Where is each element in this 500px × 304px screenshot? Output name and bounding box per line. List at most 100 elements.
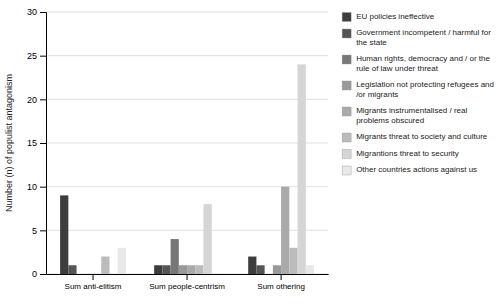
bar-series: [101, 248, 297, 274]
grid-line: [46, 55, 328, 56]
bar: [118, 248, 126, 274]
legend-swatch: [342, 133, 351, 142]
bar: [306, 265, 314, 274]
chart-container: EU policies ineffective Government incomp…: [0, 0, 500, 304]
bar: [256, 265, 264, 274]
y-tick-label: 10: [27, 182, 37, 192]
y-tick-label: 20: [27, 95, 37, 105]
legend-item: EU policies ineffective: [342, 12, 435, 22]
x-tick-label: Sum othering: [257, 282, 305, 291]
bar: [60, 195, 68, 274]
legend-item: Migrants instrumentalised / realproblems…: [342, 106, 467, 125]
y-tick: 5: [32, 226, 46, 236]
grid-line: [46, 143, 328, 144]
x-tick-mark: [187, 274, 188, 280]
bar: [77, 274, 85, 275]
y-tick-mark: [40, 143, 46, 144]
bar: [281, 187, 289, 274]
legend-swatch: [342, 107, 351, 116]
legend-item: Migrantions threat to security: [342, 149, 459, 159]
y-tick: 15: [27, 138, 46, 148]
bar-series: [68, 265, 264, 274]
grid-line: [46, 12, 328, 13]
y-tick: 20: [27, 95, 46, 105]
y-tick-mark: [40, 12, 46, 13]
legend-label: Human rights, democracy and / or therule…: [356, 54, 490, 73]
y-tick-label: 5: [32, 226, 37, 236]
x-tick: Sum othering: [257, 274, 305, 291]
y-tick-mark: [40, 230, 46, 231]
y-tick-mark: [40, 274, 46, 275]
bar: [298, 64, 306, 274]
bar: [101, 257, 109, 274]
legend-swatch: [342, 81, 351, 90]
bar: [195, 265, 203, 274]
legend-label: Migrants threat to society and culture: [356, 132, 488, 141]
bar-series: [118, 248, 314, 274]
chart-svg: EU policies ineffective Government incomp…: [0, 0, 500, 304]
x-tick-mark: [93, 274, 94, 280]
legend-swatch: [342, 166, 351, 175]
bar: [248, 257, 256, 274]
y-tick: 30: [27, 7, 46, 17]
legend-label: EU policies ineffective: [356, 12, 435, 21]
grid-line: [46, 99, 328, 100]
bar: [204, 204, 212, 274]
y-axis-line: [40, 13, 47, 275]
bar: [273, 265, 281, 274]
y-tick-label: 15: [27, 138, 37, 148]
legend-swatch: [342, 55, 351, 64]
bar: [154, 265, 162, 274]
y-tick: 0: [32, 269, 46, 279]
bar: [162, 265, 170, 274]
bar-series: [187, 187, 289, 274]
bars: [60, 64, 314, 274]
legend-label: Government incompetent / harmful forthe …: [356, 28, 491, 47]
y-tick-mark: [40, 187, 46, 188]
y-tick-mark: [40, 99, 46, 100]
bar: [68, 265, 76, 274]
y-tick-label: 30: [27, 7, 37, 17]
x-tick-label: Sum anti-elitism: [65, 282, 122, 291]
x-tick-label: Sum people-centrism: [149, 282, 225, 291]
legend-swatch: [342, 29, 351, 38]
bar-series: [171, 239, 179, 274]
x-axis: Sum anti-elitism Sum people-centrism Sum o…: [47, 274, 329, 291]
bar: [93, 274, 101, 275]
bar-series: [60, 195, 256, 274]
y-tick-mark: [40, 56, 46, 57]
legend-item: Migrants threat to society and culture: [342, 132, 488, 142]
y-tick: 25: [27, 51, 46, 61]
y-axis: 0 5 10 15 20 25 30: [27, 7, 47, 279]
legend-label: Migrantions threat to security: [356, 149, 459, 158]
bar: [179, 265, 187, 274]
legend-label: Other countries actions against us: [356, 165, 477, 174]
x-tick: Sum anti-elitism: [65, 274, 122, 291]
x-tick: Sum people-centrism: [149, 274, 225, 291]
y-tick: 10: [27, 182, 46, 192]
bar-series: [204, 64, 306, 274]
y-tick-label: 0: [32, 269, 37, 279]
legend: EU policies ineffective Government incomp…: [342, 12, 494, 175]
legend-item: Legislation not protecting refugees and/…: [342, 80, 494, 99]
bar: [265, 274, 273, 275]
bar: [171, 239, 179, 274]
legend-item: Other countries actions against us: [342, 165, 477, 175]
y-axis-title: Number (n) of populist antagonism: [4, 74, 14, 212]
bar: [109, 274, 117, 275]
bar: [187, 265, 195, 274]
legend-swatch: [342, 13, 351, 22]
y-tick-label: 25: [27, 51, 37, 61]
x-tick-mark: [281, 274, 282, 280]
grid: [46, 12, 328, 274]
plot: 0 5 10 15 20 25 30 Sum anti-elitism Sum people-c…: [27, 7, 329, 290]
bar: [212, 274, 220, 275]
legend-label: Legislation not protecting refugees and/…: [356, 80, 494, 99]
bar: [85, 274, 93, 275]
legend-item: Human rights, democracy and / or therule…: [342, 54, 490, 73]
legend-label: Migrants instrumentalised / realproblems…: [356, 106, 467, 125]
bar-series: [179, 265, 281, 274]
legend-item: Government incompetent / harmful forthe …: [342, 28, 491, 47]
legend-swatch: [342, 150, 351, 159]
bar: [289, 248, 297, 274]
